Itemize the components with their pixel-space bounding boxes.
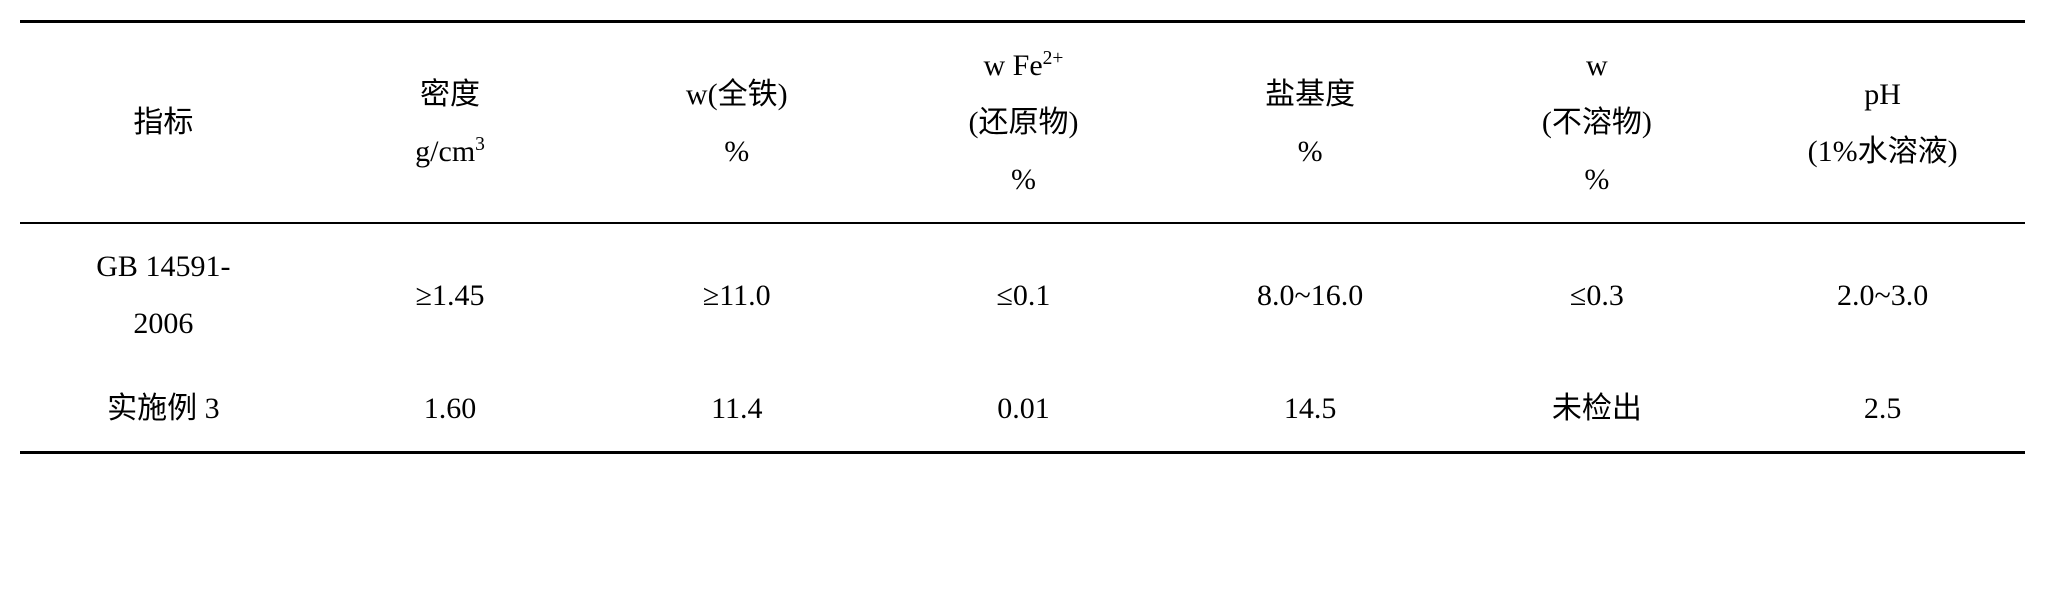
col-header-label: 盐基度 xyxy=(1265,78,1355,111)
spec-table: 指标 密度 g/cm3 w(全铁) % w Fe2+ (还原物) % 盐基度 %… xyxy=(20,20,2025,454)
cell-basicity: 14.5 xyxy=(1167,366,1454,453)
cell-w-fe2plus: 0.01 xyxy=(880,366,1167,453)
table-row: 实施例 3 1.60 11.4 0.01 14.5 未检出 2.5 xyxy=(20,366,2025,453)
cell-w-insoluble: ≤0.3 xyxy=(1454,223,1741,366)
cell-w-fe2plus: ≤0.1 xyxy=(880,223,1167,366)
col-header-label: w Fe2+ xyxy=(984,49,1064,82)
col-header-label: 指标 xyxy=(133,106,193,139)
col-header-unit: % xyxy=(1298,135,1323,168)
table-row: GB 14591- 2006 ≥1.45 ≥11.0 ≤0.1 8.0~16.0… xyxy=(20,223,2025,366)
cell-density: 1.60 xyxy=(307,366,594,453)
col-header-label: pH xyxy=(1864,78,1901,111)
col-header-label: 密度 xyxy=(420,78,480,111)
col-header-w-total-fe: w(全铁) % xyxy=(593,22,880,224)
col-header-unit: % xyxy=(724,135,749,168)
row-label: 实施例 3 xyxy=(20,366,307,453)
col-header-basicity: 盐基度 % xyxy=(1167,22,1454,224)
col-header-density: 密度 g/cm3 xyxy=(307,22,594,224)
col-header-ph: pH (1%水溶液) xyxy=(1740,22,2025,224)
col-header-unit: % xyxy=(1584,163,1609,196)
cell-w-total-fe: ≥11.0 xyxy=(593,223,880,366)
col-header-w-insoluble: w (不溶物) % xyxy=(1454,22,1741,224)
cell-ph: 2.0~3.0 xyxy=(1740,223,2025,366)
col-header-w-fe2plus: w Fe2+ (还原物) % xyxy=(880,22,1167,224)
table-header-row: 指标 密度 g/cm3 w(全铁) % w Fe2+ (还原物) % 盐基度 %… xyxy=(20,22,2025,224)
col-header-label: w xyxy=(1586,49,1608,82)
col-header-sub: (还原物) xyxy=(968,106,1078,139)
col-header-unit: % xyxy=(1011,163,1036,196)
col-header-sub: (不溶物) xyxy=(1542,106,1652,139)
col-header-indicator: 指标 xyxy=(20,22,307,224)
cell-ph: 2.5 xyxy=(1740,366,2025,453)
col-header-label: w(全铁) xyxy=(686,78,788,111)
col-header-unit: g/cm3 xyxy=(415,135,485,168)
cell-density: ≥1.45 xyxy=(307,223,594,366)
cell-w-insoluble: 未检出 xyxy=(1454,366,1741,453)
col-header-sub: (1%水溶液) xyxy=(1808,135,1958,168)
cell-basicity: 8.0~16.0 xyxy=(1167,223,1454,366)
cell-w-total-fe: 11.4 xyxy=(593,366,880,453)
row-label: GB 14591- 2006 xyxy=(20,223,307,366)
